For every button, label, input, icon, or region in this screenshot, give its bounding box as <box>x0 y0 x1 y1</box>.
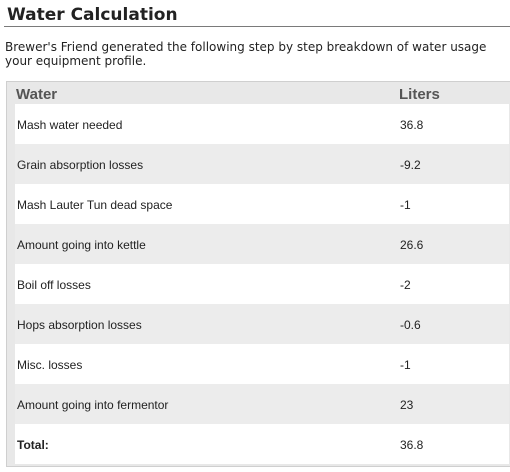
row-value: -9.2 <box>400 158 421 172</box>
table-row: Mash Lauter Tun dead space -1 <box>15 184 509 224</box>
row-label: Grain absorption losses <box>17 158 144 172</box>
row-value: 36.8 <box>400 118 424 132</box>
total-label: Total: <box>17 438 49 452</box>
column-header-liters: Liters <box>399 86 440 103</box>
table-row: Grain absorption losses -9.2 <box>15 144 509 184</box>
row-value: -2 <box>400 278 411 292</box>
row-value: -0.6 <box>400 318 421 332</box>
table-body: Mash water needed 36.8 Grain absorption … <box>15 104 509 464</box>
title-divider <box>4 26 510 27</box>
row-label: Mash Lauter Tun dead space <box>17 198 173 212</box>
total-value: 36.8 <box>400 438 424 452</box>
table-row: Amount going into fermentor 23 <box>15 384 509 424</box>
column-header-water: Water <box>16 86 58 103</box>
row-label: Amount going into kettle <box>17 238 146 252</box>
table-row: Boil off losses -2 <box>15 264 509 304</box>
total-row: Total: 36.8 <box>15 424 509 464</box>
table-header: Water Liters <box>15 86 509 105</box>
table-row: Amount going into kettle 26.6 <box>15 224 509 264</box>
row-label: Hops absorption losses <box>17 318 142 332</box>
intro-line-2: your equipment profile. <box>5 54 147 68</box>
row-value: -1 <box>400 358 411 372</box>
intro-text: Brewer's Friend generated the following … <box>5 40 510 68</box>
row-label: Amount going into fermentor <box>17 398 169 412</box>
row-label: Boil off losses <box>17 278 91 292</box>
row-value: 26.6 <box>400 238 424 252</box>
row-value: -1 <box>400 198 411 212</box>
water-table: Water Liters Mash water needed 36.8 Grai… <box>6 81 510 467</box>
intro-line-1: Brewer's Friend generated the following … <box>5 40 487 54</box>
row-label: Misc. losses <box>17 358 83 372</box>
table-row: Mash water needed 36.8 <box>15 104 509 144</box>
row-label: Mash water needed <box>17 118 123 132</box>
table-row: Misc. losses -1 <box>15 344 509 384</box>
page-title: Water Calculation <box>7 5 178 25</box>
row-value: 23 <box>400 398 414 412</box>
table-row: Hops absorption losses -0.6 <box>15 304 509 344</box>
